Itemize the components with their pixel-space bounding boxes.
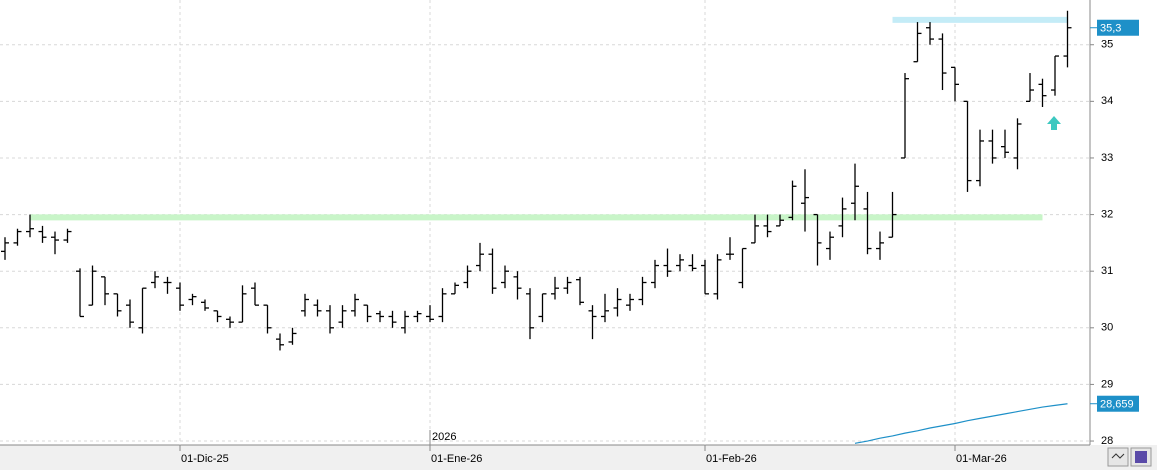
y-tick-label: 30 [1101, 322, 1113, 334]
x-tick-label: 01-Ene-26 [431, 453, 482, 465]
ma-label: 28,659 [1100, 399, 1134, 411]
toolbar [1107, 447, 1152, 467]
y-tick-label: 35 [1101, 39, 1113, 51]
x-axis-bar [0, 445, 1157, 470]
y-tick-label: 34 [1101, 95, 1113, 107]
zoom-icon [1111, 453, 1125, 459]
y-tick-label: 28 [1101, 435, 1113, 447]
signal-arrow [1047, 116, 1061, 130]
zoom-button[interactable] [1107, 447, 1129, 467]
last-price-label-box [1097, 19, 1139, 36]
moving-average [854, 403, 1068, 444]
save-icon [1135, 451, 1147, 463]
x-tick-label: 01-Mar-26 [956, 453, 1007, 465]
y-tick-label: 33 [1101, 152, 1113, 164]
y-tick-label: 29 [1101, 378, 1113, 390]
y-tick-label: 32 [1101, 208, 1113, 220]
ma-label-box [1097, 395, 1139, 412]
x-tick-label: 01-Feb-26 [706, 453, 757, 465]
year-label: 2026 [432, 431, 456, 443]
last-price-label: 35,3 [1100, 23, 1121, 35]
x-tick-label: 01-Dic-25 [181, 453, 229, 465]
y-tick-label: 31 [1101, 265, 1113, 277]
